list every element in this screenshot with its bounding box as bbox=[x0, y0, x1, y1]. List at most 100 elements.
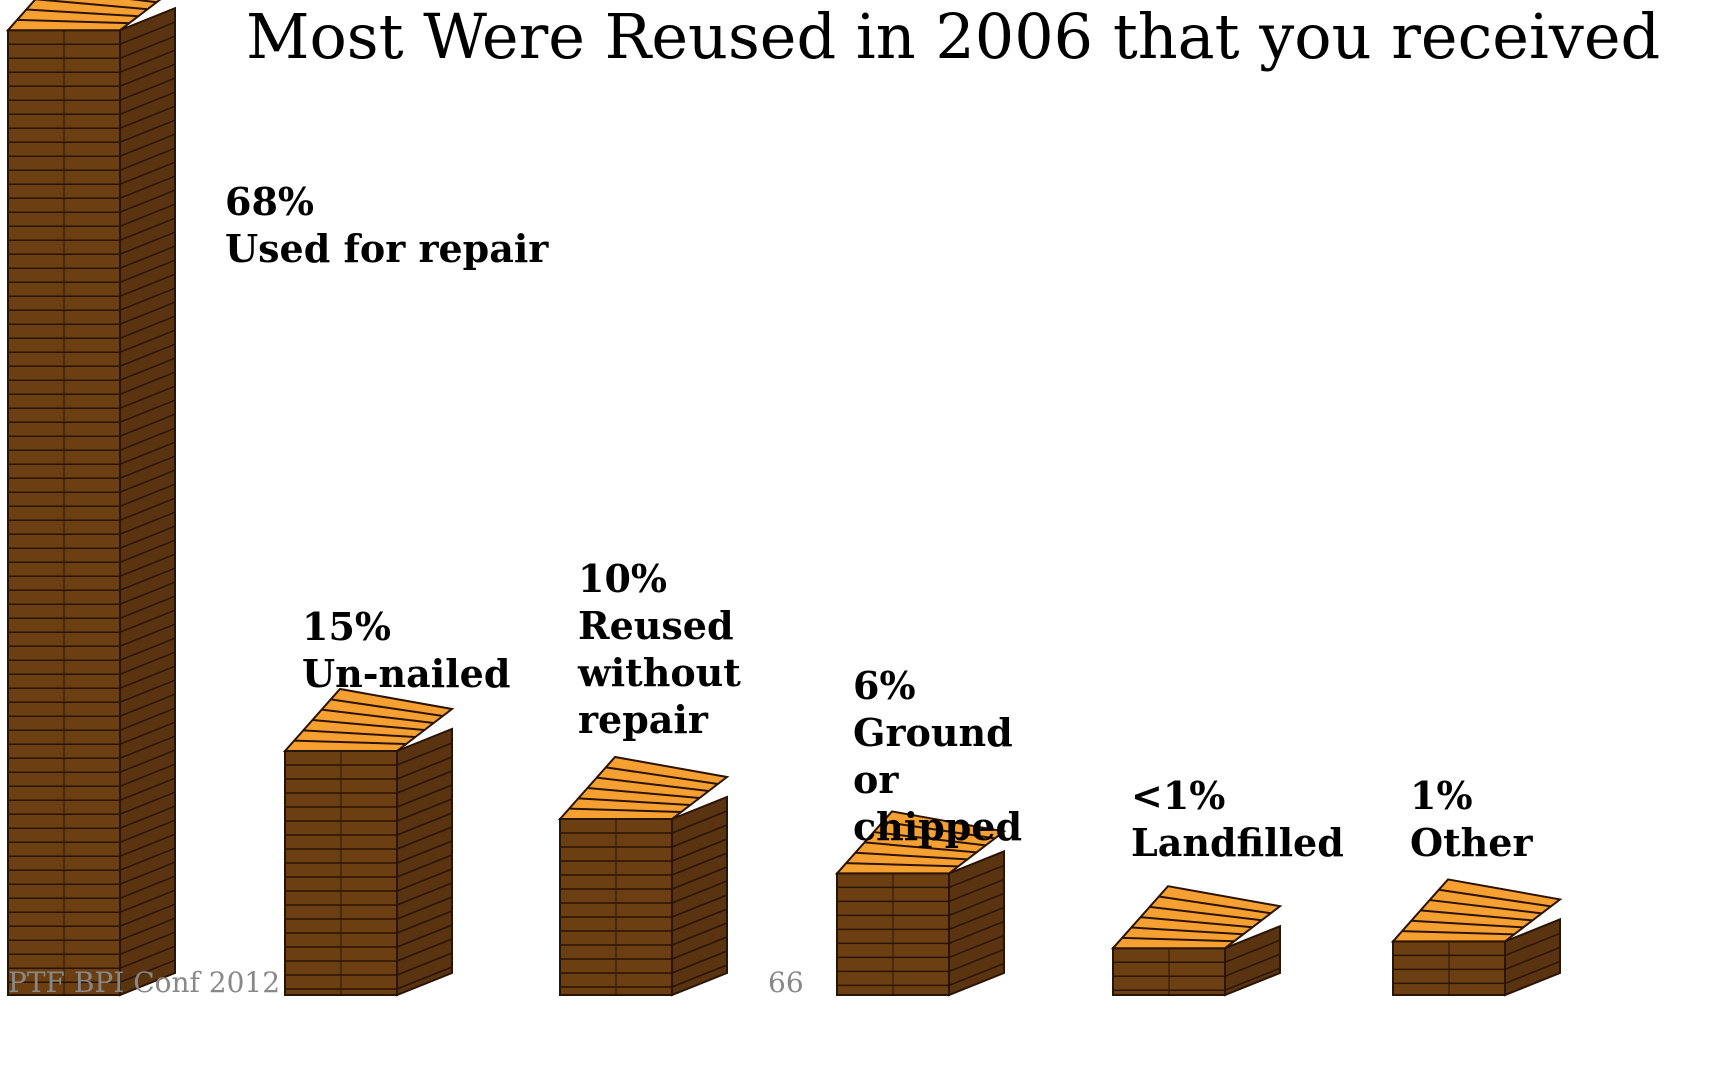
value-label: <1% bbox=[1131, 773, 1226, 818]
top-slat bbox=[882, 820, 995, 840]
side-slat bbox=[671, 866, 728, 890]
side-slat bbox=[119, 665, 176, 689]
side-slat bbox=[671, 824, 728, 848]
side-slat bbox=[119, 175, 176, 199]
top-slat bbox=[1420, 909, 1533, 922]
footer: PTF BPI Conf 2012 bbox=[8, 966, 281, 999]
top-slat bbox=[1411, 919, 1524, 929]
side-slat bbox=[119, 91, 176, 115]
side-slat bbox=[119, 567, 176, 591]
side-slat bbox=[119, 49, 176, 73]
side-slat bbox=[948, 906, 1005, 931]
side-slat bbox=[119, 777, 176, 801]
side-slat bbox=[119, 637, 176, 661]
side-slat bbox=[948, 892, 1005, 917]
side-slat bbox=[119, 301, 176, 325]
side-slat bbox=[671, 838, 728, 862]
category-label: Used for repair bbox=[225, 226, 549, 271]
top-slat bbox=[303, 729, 416, 738]
top-slat bbox=[1438, 888, 1551, 908]
side-slat bbox=[119, 721, 176, 745]
category-label: Ground or chipped bbox=[853, 710, 1023, 849]
side-slat bbox=[119, 749, 176, 773]
side-slat bbox=[1504, 932, 1561, 957]
side-slat bbox=[671, 964, 728, 988]
side-slat bbox=[119, 889, 176, 913]
side-slat bbox=[119, 931, 176, 955]
stack-side bbox=[1224, 924, 1281, 997]
top-slat bbox=[17, 18, 130, 25]
side-slat bbox=[119, 371, 176, 395]
side-slat bbox=[119, 399, 176, 423]
top-slat bbox=[846, 862, 959, 868]
top-slat bbox=[1429, 899, 1542, 915]
side-slat bbox=[119, 735, 176, 759]
side-slat bbox=[119, 847, 176, 871]
value-label: 10% bbox=[578, 556, 667, 601]
side-slat bbox=[396, 812, 453, 836]
side-slat bbox=[671, 922, 728, 946]
side-slat bbox=[119, 903, 176, 927]
top-slat bbox=[864, 841, 977, 854]
side-slat bbox=[948, 920, 1005, 945]
side-slat bbox=[396, 742, 453, 766]
top-slat bbox=[294, 739, 407, 745]
side-slat bbox=[119, 315, 176, 339]
page-number: 66 bbox=[768, 966, 804, 999]
side-slat bbox=[948, 864, 1005, 889]
side-slat bbox=[119, 133, 176, 157]
side-slat bbox=[119, 861, 176, 885]
top-slat bbox=[321, 708, 434, 724]
side-slat bbox=[396, 868, 453, 892]
top-slat bbox=[26, 8, 139, 18]
side-slat bbox=[119, 329, 176, 353]
top-slat bbox=[330, 698, 443, 717]
side-slat bbox=[119, 805, 176, 829]
top-slat bbox=[1149, 905, 1262, 922]
side-slat bbox=[119, 679, 176, 703]
side-slat bbox=[1504, 960, 1561, 985]
side-slat bbox=[119, 147, 176, 171]
side-slat bbox=[1224, 967, 1281, 991]
top-slat bbox=[605, 766, 718, 785]
side-slat bbox=[119, 21, 176, 45]
side-slat bbox=[396, 784, 453, 808]
side-slat bbox=[119, 231, 176, 255]
top-slat bbox=[873, 831, 986, 847]
side-slat bbox=[119, 651, 176, 675]
side-slat bbox=[119, 483, 176, 507]
side-slat bbox=[119, 511, 176, 535]
value-label: 15% bbox=[302, 604, 391, 649]
stack-side bbox=[396, 727, 453, 997]
category-label: Other bbox=[1410, 820, 1533, 865]
side-slat bbox=[948, 878, 1005, 903]
side-slat bbox=[119, 343, 176, 367]
top-slat bbox=[569, 807, 682, 813]
top-slat bbox=[578, 797, 691, 806]
side-slat bbox=[948, 962, 1005, 987]
side-slat bbox=[119, 623, 176, 647]
stack-side bbox=[948, 849, 1005, 997]
side-slat bbox=[119, 245, 176, 269]
top-slat bbox=[596, 776, 709, 792]
stack-side bbox=[671, 795, 728, 997]
top-slat bbox=[855, 851, 968, 861]
side-slat bbox=[396, 756, 453, 780]
side-slat bbox=[119, 539, 176, 563]
side-slat bbox=[119, 385, 176, 409]
side-slat bbox=[948, 948, 1005, 973]
side-slat bbox=[671, 894, 728, 918]
side-slat bbox=[396, 882, 453, 906]
side-slat bbox=[671, 810, 728, 834]
category-label: Un-nailed bbox=[302, 651, 511, 696]
side-slat bbox=[119, 945, 176, 969]
side-slat bbox=[119, 833, 176, 857]
side-slat bbox=[119, 497, 176, 521]
side-slat bbox=[119, 189, 176, 213]
side-slat bbox=[119, 287, 176, 311]
side-slat bbox=[396, 854, 453, 878]
side-slat bbox=[671, 880, 728, 904]
side-slat bbox=[396, 826, 453, 850]
